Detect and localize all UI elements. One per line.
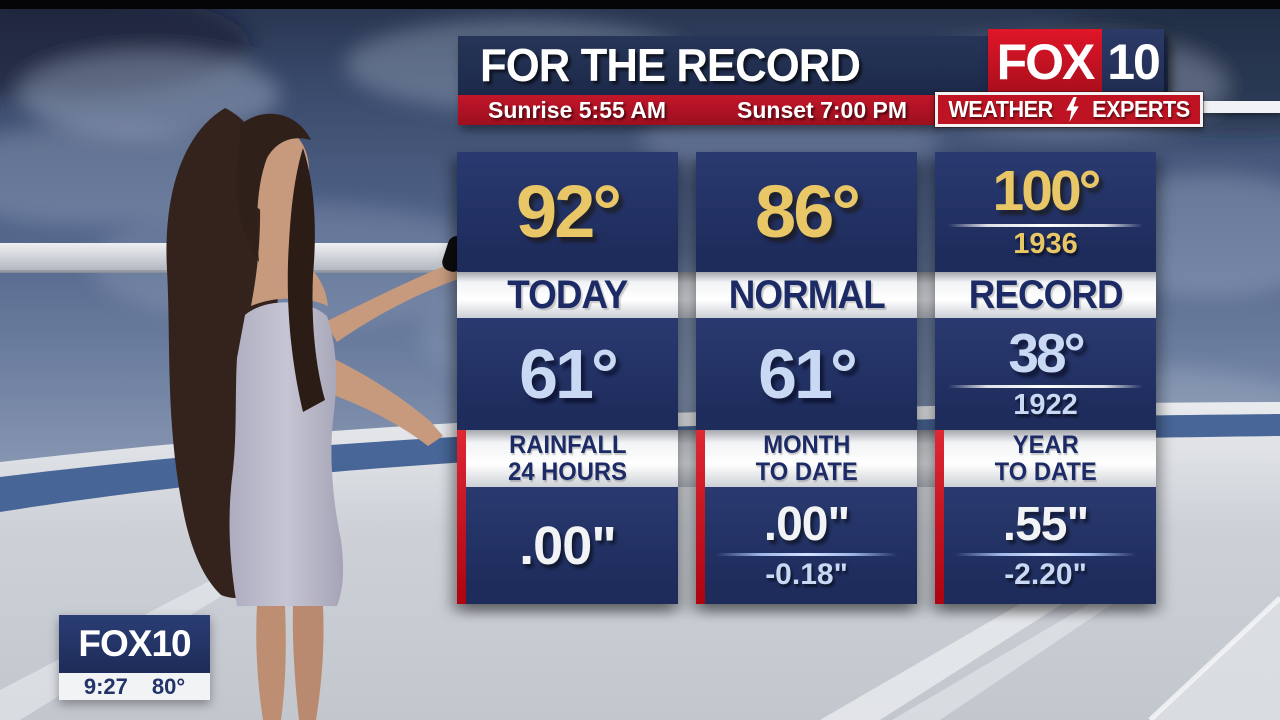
low-temp: 61° — [758, 335, 858, 413]
period-label: RECORD — [968, 272, 1124, 317]
high-temp-section: 92° — [457, 152, 678, 272]
stat-label-line1: MONTH — [762, 431, 851, 460]
divider-line — [954, 552, 1137, 556]
high-year: 1936 — [1013, 228, 1078, 261]
low-year: 1922 — [1013, 389, 1078, 422]
divider-line — [948, 385, 1143, 389]
presenter-leg — [256, 606, 286, 720]
low-temp: 61° — [519, 335, 619, 413]
sun-times-bar: Sunrise 5:55 AM Sunset 7:00 PM — [458, 95, 935, 125]
weather-experts-badge: WEATHER EXPERTS — [935, 92, 1203, 127]
sunset-time: Sunset 7:00 PM — [737, 96, 907, 123]
bug-time-temp: 9:27 80° — [59, 673, 210, 700]
period-label: NORMAL — [728, 272, 886, 317]
stat-value: .00" — [519, 515, 617, 576]
presenter-hair-side — [287, 148, 325, 412]
fox-logo-text: FOX — [988, 29, 1102, 95]
stat-label-band: YEAR TO DATE — [935, 430, 1156, 487]
stat-label-line1: RAINFALL — [508, 431, 627, 460]
page-title: FOR THE RECORD — [480, 39, 861, 91]
experts-label: EXPERTS — [1092, 96, 1190, 122]
station-bug: FOX10 9:27 80° — [59, 615, 210, 700]
stat-departure: -0.18" — [765, 557, 848, 591]
stat-label-band: MONTH TO DATE — [696, 430, 917, 487]
fox-logo-number: 10 — [1102, 29, 1164, 95]
bug-time: 9:27 — [83, 673, 128, 699]
presenter-arm-lower — [313, 352, 443, 446]
low-temp-section: 61° — [457, 318, 678, 430]
period-band: RECORD — [935, 272, 1156, 318]
presenter-leg — [292, 606, 324, 720]
record-column-normal: 86° NORMAL 61° MONTH TO DATE .00" -0.18" — [696, 152, 917, 604]
departure-group: -2.20" — [935, 549, 1156, 591]
high-temp: 100° — [992, 159, 1102, 224]
high-temp: 86° — [755, 170, 861, 253]
low-year-group: 1922 — [935, 381, 1156, 422]
presenter-arm-raised — [325, 258, 467, 342]
sunrise-time: Sunrise 5:55 AM — [488, 96, 667, 123]
floor-streak — [892, 600, 1118, 720]
period-label: TODAY — [507, 272, 628, 317]
low-temp-section: 61° — [696, 318, 917, 430]
departure-group: -0.18" — [696, 549, 917, 591]
stat-value: .55" — [1002, 497, 1089, 551]
period-band: TODAY — [457, 272, 678, 318]
stat-value-section: .00" -0.18" — [696, 487, 917, 604]
stat-label-band: RAINFALL 24 HOURS — [457, 430, 678, 487]
low-temp: 38° — [1008, 322, 1085, 385]
set-rail-right — [1203, 101, 1280, 113]
weather-presenter — [166, 108, 468, 720]
stat-value: .00" — [763, 497, 850, 551]
high-temp: 92° — [516, 170, 622, 253]
letterbox-strip — [0, 0, 1280, 9]
bug-temp: 80° — [151, 673, 186, 699]
stat-value-section: .00" — [457, 487, 678, 604]
divider-line — [948, 224, 1143, 228]
high-temp-section: 100° 1936 — [935, 152, 1156, 272]
high-year-group: 1936 — [935, 220, 1156, 261]
divider-line — [715, 552, 898, 556]
red-accent-stripe — [457, 430, 466, 604]
presenter-hair-front — [236, 113, 311, 262]
record-column-record: 100° 1936 RECORD 38° 1922 YEAR TO DATE .… — [935, 152, 1156, 604]
lightning-bolt-icon — [1066, 97, 1079, 122]
stat-label-line2: TO DATE — [755, 457, 858, 486]
stat-label-line1: YEAR — [1012, 431, 1079, 460]
period-band: NORMAL — [696, 272, 917, 318]
record-column-today: 92° TODAY 61° RAINFALL 24 HOURS .00" — [457, 152, 678, 604]
high-temp-section: 86° — [696, 152, 917, 272]
presenter-dress — [229, 302, 344, 606]
floor-streak — [820, 604, 1062, 720]
ramp-edge-highlight — [1148, 596, 1280, 720]
low-temp-section: 38° 1922 — [935, 318, 1156, 430]
stat-label-line2: TO DATE — [994, 457, 1097, 486]
red-accent-stripe — [696, 430, 705, 604]
bug-station-name: FOX10 — [59, 615, 210, 673]
fox10-logo: FOX 10 — [988, 29, 1164, 95]
red-accent-stripe — [935, 430, 944, 604]
stat-value-section: .55" -2.20" — [935, 487, 1156, 604]
weather-label: WEATHER — [948, 96, 1053, 122]
stat-label-line2: 24 HOURS — [508, 457, 627, 486]
stat-departure: -2.20" — [1004, 557, 1087, 591]
